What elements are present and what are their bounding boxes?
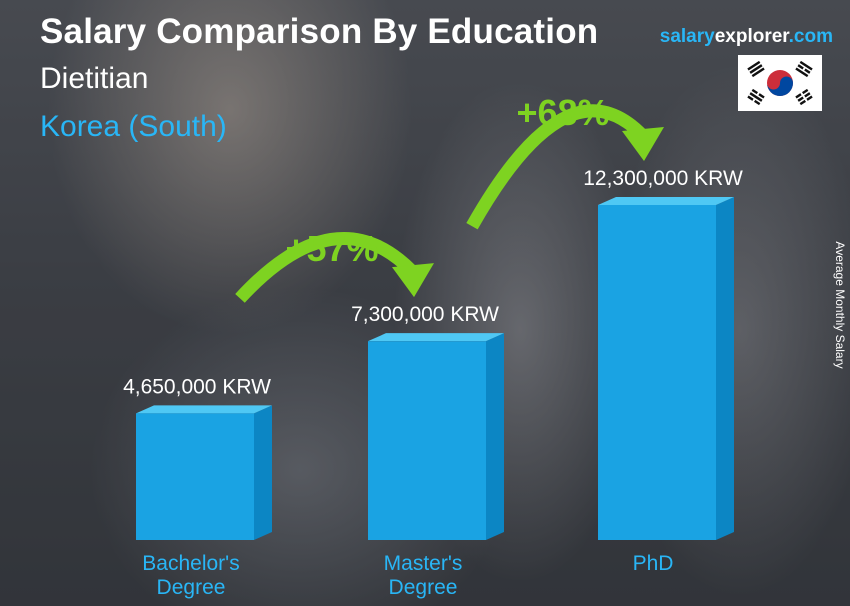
category-label: PhD (633, 552, 674, 575)
bar-top (368, 333, 504, 342)
page-title: Salary Comparison By Education (40, 12, 599, 51)
bar-top (136, 405, 272, 414)
category-label: Master's Degree (384, 552, 463, 599)
growth-arrowhead (392, 263, 434, 298)
growth-arrow (466, 104, 647, 230)
bar (368, 341, 486, 540)
growth-arrowhead (622, 127, 664, 161)
bar-value-label: 12,300,000 KRW (583, 167, 743, 190)
bar-side (254, 405, 272, 540)
bar-top (598, 197, 734, 205)
bar (136, 413, 254, 540)
brand-part-salary: salary (659, 26, 715, 47)
bar (598, 205, 716, 540)
brand-part-domain: .com (788, 26, 833, 47)
country-name: Korea (South) (40, 110, 227, 143)
bar-side (716, 197, 734, 540)
brand-part-explorer: explorer (714, 26, 789, 47)
growth-percent-label: +68% (516, 92, 609, 133)
growth-arrow (235, 232, 417, 303)
job-title: Dietitian (40, 62, 149, 95)
bar-value-label: 4,650,000 KRW (123, 375, 271, 398)
category-label: Bachelor's Degree (142, 552, 239, 599)
bar-value-label: 7,300,000 KRW (351, 303, 499, 326)
brand-logo[interactable]: salaryexplorer.com (660, 26, 833, 48)
bar-side (486, 333, 504, 540)
growth-percent-label: +57% (285, 228, 378, 269)
south-korea-flag-icon (738, 55, 822, 111)
